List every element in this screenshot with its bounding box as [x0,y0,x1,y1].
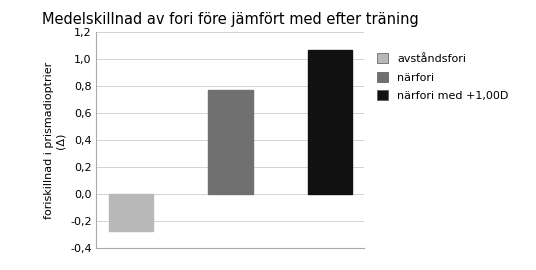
Bar [109,194,153,231]
Title: Medelskillnad av fori före jämfört med efter träning: Medelskillnad av fori före jämfört med e… [42,12,419,27]
Y-axis label: foriskillnad i prismadioptrier
(Δ): foriskillnad i prismadioptrier (Δ) [44,62,66,219]
Legend: avståndsfori, närfori, närfori med +1,00D: avståndsfori, närfori, närfori med +1,00… [373,49,513,106]
Bar [208,90,253,194]
Bar [308,50,352,194]
